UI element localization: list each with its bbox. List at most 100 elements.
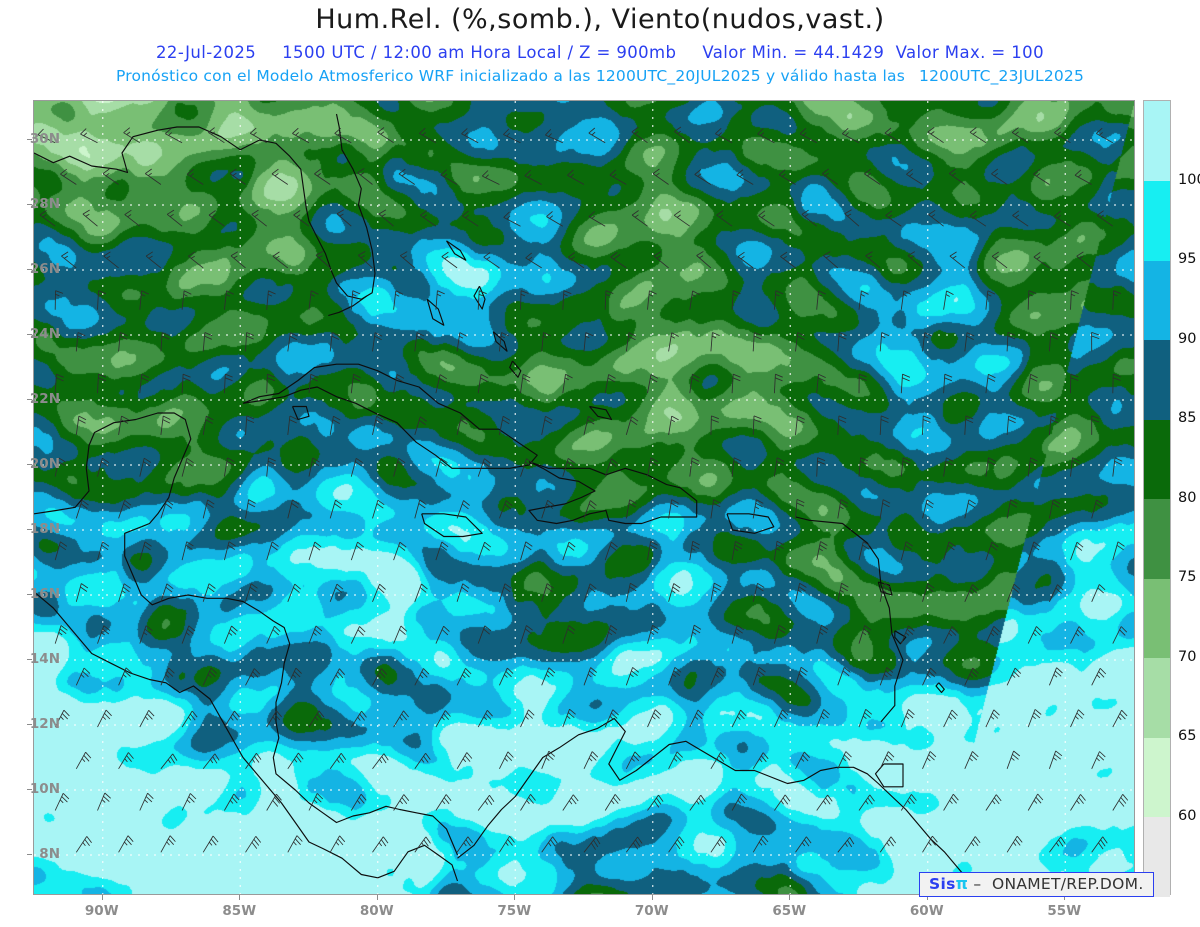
wind-barb [858,794,875,811]
colorbar-tick-70: 70 [1178,648,1197,665]
wind-barb [118,583,131,602]
wind-barb [329,668,346,686]
wind-barb [229,168,246,185]
wind-barb [372,836,389,853]
wind-barb [985,709,1000,728]
wind-barb [879,582,892,602]
wind-barb [752,582,765,602]
wind-barb [292,127,310,144]
colorbar-band-75-80-green [1144,498,1170,579]
y-axis-tick [27,854,32,855]
wind-barb [456,667,472,686]
colorbar-band-95-100-bright-cyan [1144,180,1170,261]
wind-barb [103,251,119,269]
wind-barb [1091,584,1106,602]
wind-barb [668,332,679,352]
coastline-trinidad [874,763,904,788]
wind-barb [668,667,682,686]
wind-barb [1049,667,1063,686]
wind-barb [1006,332,1016,352]
wind-barb [202,415,214,435]
wind-barb [372,668,388,686]
wind-barb [668,751,684,769]
wind-barb [964,667,979,686]
wind-barb [400,251,416,269]
wind-barb [230,251,246,269]
wind-barb [188,251,204,269]
subtitle-line-valid-time: 22-Jul-2025 1500 UTC / 12:00 am Hora Loca… [0,43,1200,62]
wind-barb [1070,457,1080,477]
wind-barb [816,624,829,644]
wind-barb [731,793,748,811]
wind-barb [922,583,935,602]
wind-barb [202,753,220,770]
wind-barb [224,710,240,728]
wind-barb [647,290,657,310]
wind-barb [816,457,826,477]
wind-barb [287,415,298,435]
wind-barb [710,667,725,686]
wind-barb [653,251,669,269]
wind-barb [139,541,152,561]
wind-barb [822,168,839,185]
attribution-logo: Sisπ – ONAMET/REP.DOM. [919,872,1154,897]
wind-barb [118,667,133,686]
wind-barb [1091,668,1107,686]
wind-barb [1027,373,1038,394]
wind-barb [625,751,641,769]
wind-barb [245,668,261,686]
wind-barb [736,169,754,185]
wind-barb [668,836,685,853]
coastline-bahamas-andros [426,298,445,326]
wind-barb [928,209,944,227]
wind-barb [757,128,775,144]
wind-barb [160,667,175,686]
wind-barb [900,290,912,310]
wind-barb [520,625,533,644]
wind-barb [773,457,785,477]
wind-barb [922,332,933,352]
x-axis-label-60W: 60W [909,903,944,919]
wind-barb [837,667,851,686]
wind-barb [160,753,178,770]
wind-barb [879,415,889,435]
coastline-gulf-coast-usa [34,126,302,174]
wind-barb [139,792,154,811]
wind-barb [329,753,347,770]
wind-barb [1048,332,1059,352]
wind-barb [943,793,959,811]
wind-barb [900,457,911,477]
y-axis-tick [27,269,32,270]
wind-barb [879,751,895,769]
wind-barb [795,582,807,602]
wind-barb [879,836,897,853]
wind-barb [287,583,301,602]
coastline-belize-guatemala-honduras [124,526,459,856]
wind-barb [97,709,112,728]
x-axis-label-65W: 65W [772,903,807,919]
wind-barb [604,374,616,394]
wind-barb [372,499,385,519]
wind-barb [964,499,976,519]
wind-barb [181,541,194,561]
wind-barb [456,836,473,853]
wind-barb [625,836,643,853]
wind-barb [1027,626,1043,644]
wind-barb [54,792,70,811]
wind-barb [118,332,128,352]
wind-barb [350,710,367,728]
x-axis-tick [789,895,791,900]
wind-barb [97,290,107,310]
y-axis-label-18N: 18N [29,521,60,537]
wind-barb [689,457,700,477]
wind-barb [441,251,458,269]
wind-barb [308,793,324,811]
coastline-bahamas-abaco [446,240,467,261]
wind-barb [858,290,869,310]
wind-barb [816,709,830,728]
wind-barb [647,624,660,644]
wind-barb [562,541,576,561]
wind-barb [372,583,386,602]
wind-barb [625,332,637,352]
wind-barb [1006,583,1021,602]
